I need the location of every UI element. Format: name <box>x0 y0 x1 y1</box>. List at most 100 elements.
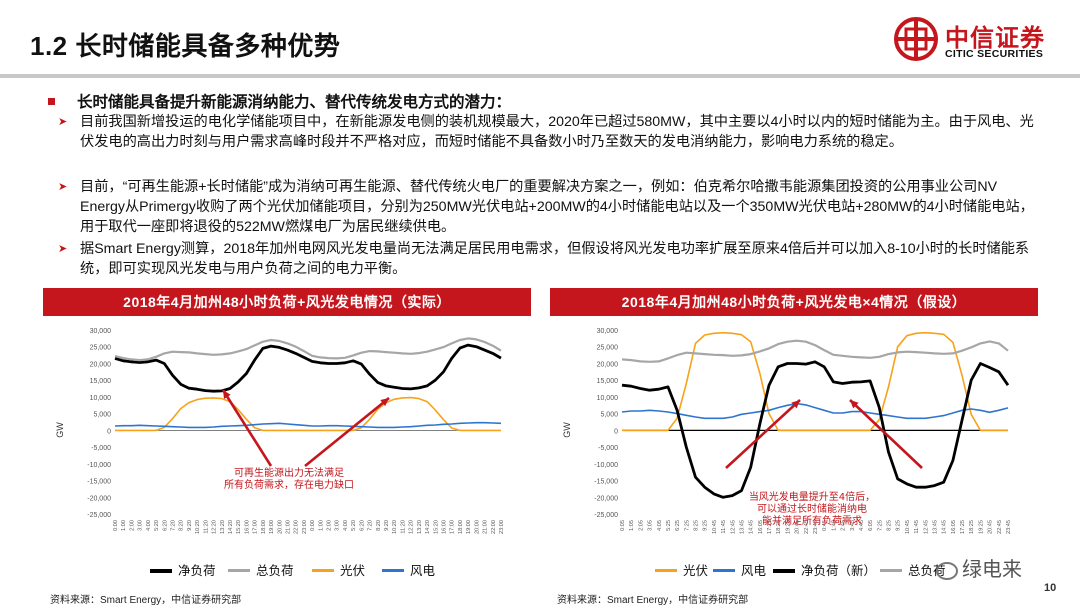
legend-swatch <box>713 569 735 573</box>
x-tick-label: 1:00 <box>318 520 324 531</box>
legend-item-wind: 风电 <box>713 560 766 579</box>
annotation-arrow-line <box>725 399 801 469</box>
y-tick-label: -5,000 <box>91 445 111 452</box>
x-tick-label: 8:25 <box>887 520 893 531</box>
x-tick-label: 4:45 <box>859 520 865 531</box>
wechat-icon <box>936 561 958 580</box>
x-tick-label: 18:25 <box>969 520 975 534</box>
x-tick-label: 22:45 <box>997 520 1003 534</box>
x-tick-label: 10:20 <box>392 520 398 534</box>
series-line-总负荷 <box>114 337 502 362</box>
y-tick-label: 10,000 <box>597 395 619 402</box>
annotation-text: 所有负荷需求，存在电力缺口 <box>224 478 354 491</box>
x-tick-label: 1:05 <box>629 520 635 531</box>
arrow-bullet-icon: ➤ <box>58 181 68 193</box>
x-tick-label: 10:20 <box>195 520 201 534</box>
arrow-bullet-icon: ➤ <box>58 243 68 255</box>
annotation-arrow-line <box>221 389 273 467</box>
x-tick-label: 23:00 <box>499 520 505 534</box>
x-tick-label: 22:00 <box>294 520 300 534</box>
y-tick-label: 5,000 <box>600 412 618 419</box>
x-tick-label: 4:05 <box>657 520 663 531</box>
watermark: 绿电来 <box>936 553 1022 582</box>
x-tick-label: 1:00 <box>121 520 127 531</box>
x-tick-label: 8:20 <box>376 520 382 531</box>
annotation-arrow-line <box>849 399 923 469</box>
x-tick-label: 12:20 <box>212 520 218 534</box>
y-tick-label: 30,000 <box>90 328 112 335</box>
x-tick-label: 20:00 <box>277 520 283 534</box>
annotation-arrow-head-icon <box>850 400 859 409</box>
sub-bullet-text: 目前我国新增投运的电化学储能项目中，在新能源发电侧的装机规模最大，2020年已超… <box>80 114 1034 150</box>
x-tick-label: 8:25 <box>694 520 700 531</box>
arrow-bullet-icon: ➤ <box>58 116 68 128</box>
y-tick-label: 20,000 <box>597 361 619 368</box>
y-tick-label: -10,000 <box>594 462 618 469</box>
x-tick-label: 22:00 <box>491 520 497 534</box>
legend-swatch <box>312 569 334 573</box>
y-tick-label: -25,000 <box>87 512 111 519</box>
legend-label: 净负荷 <box>178 564 216 578</box>
page-title: 1.2 长时储能具备多种优势 <box>30 31 341 61</box>
x-tick-label: 13:20 <box>417 520 423 534</box>
legend-item-wind: 风电 <box>382 560 435 579</box>
x-tick-label: 13:20 <box>220 520 226 534</box>
y-tick-label: 5,000 <box>93 412 111 419</box>
x-tick-label: 18:25 <box>776 520 782 534</box>
x-tick-label: 12:45 <box>730 520 736 534</box>
legend-item-net-load: 净负荷 <box>150 560 216 579</box>
y-tick-label: 30,000 <box>597 328 619 335</box>
legend-actual: 净负荷 总负荷 光伏 风电 <box>150 560 470 579</box>
legend-swatch <box>150 568 172 573</box>
x-tick-label: 6:25 <box>675 520 681 531</box>
sub-bullet-1: ➤ 目前我国新增投运的电化学储能项目中，在新能源发电侧的装机规模最大，2020年… <box>58 112 1040 152</box>
x-tick-label: 10:45 <box>712 520 718 534</box>
x-tick-label: 5:20 <box>154 520 160 531</box>
x-tick-label: 9:25 <box>703 520 709 531</box>
y-tick-label: 20,000 <box>90 361 112 368</box>
x-tick-label: 18:00 <box>458 520 464 534</box>
series-line-光伏 <box>622 331 1008 432</box>
chart-title: 2018年4月加州48小时负荷+风光发电情况（实际） <box>43 288 531 316</box>
y-tick-label: 0 <box>614 428 618 435</box>
x-tick-label: 3:00 <box>335 520 341 531</box>
x-tick-label: 3:05 <box>648 520 654 531</box>
y-tick-label: -10,000 <box>87 462 111 469</box>
chart-actual: 30,000 25,000 20,000 15,000 10,000 5,000 0 -5,0… <box>55 328 505 534</box>
x-tick-label: 16:05 <box>758 520 764 534</box>
legend-label: 光伏 <box>683 564 709 578</box>
annotation-text: 能并满足所有负荷需求 <box>762 514 862 527</box>
legend-swatch <box>228 569 250 573</box>
y-tick-label: 15,000 <box>90 378 112 385</box>
x-tick-label: 14:20 <box>425 520 431 534</box>
logo-cn-text: 中信证券 <box>945 24 1045 52</box>
x-tick-label: 19:00 <box>466 520 472 534</box>
legend-swatch <box>655 569 677 573</box>
x-tick-label: 17:25 <box>767 520 773 534</box>
citic-logo: 中信证券 CITIC SECURITIES <box>893 16 1063 64</box>
chart-title: 2018年4月加州48小时负荷+风光发电×4情况（假设） <box>550 288 1038 316</box>
x-tick-label: 2:05 <box>638 520 644 531</box>
x-tick-label: 10:45 <box>905 520 911 534</box>
x-tick-label: 5:20 <box>351 520 357 531</box>
legend-item-solar: 光伏 <box>312 560 365 579</box>
x-tick-label: 23:45 <box>813 520 819 534</box>
x-tick-label: 2:00 <box>129 520 135 531</box>
y-tick-label: -5,000 <box>598 445 618 452</box>
x-tick-label: 18:00 <box>261 520 267 534</box>
x-tick-label: 21:00 <box>483 520 489 534</box>
x-tick-label: 3:45 <box>850 520 856 531</box>
x-tick-label: 15:20 <box>236 520 242 534</box>
x-tick-label: 11:45 <box>914 520 920 534</box>
legend-item-net-load-new: 净负荷（新） <box>773 560 876 579</box>
legend-label: 风电 <box>741 564 767 578</box>
series-line-净负荷 <box>114 343 502 393</box>
x-tick-label: 13:45 <box>739 520 745 534</box>
header-rule <box>0 74 1080 78</box>
x-tick-label: 20:45 <box>795 520 801 534</box>
x-tick-label: 23:45 <box>1006 520 1012 534</box>
x-tick-label: 8:20 <box>179 520 185 531</box>
x-tick-label: 12:45 <box>923 520 929 534</box>
legend-swatch <box>880 569 902 573</box>
x-tick-label: 16:05 <box>951 520 957 534</box>
